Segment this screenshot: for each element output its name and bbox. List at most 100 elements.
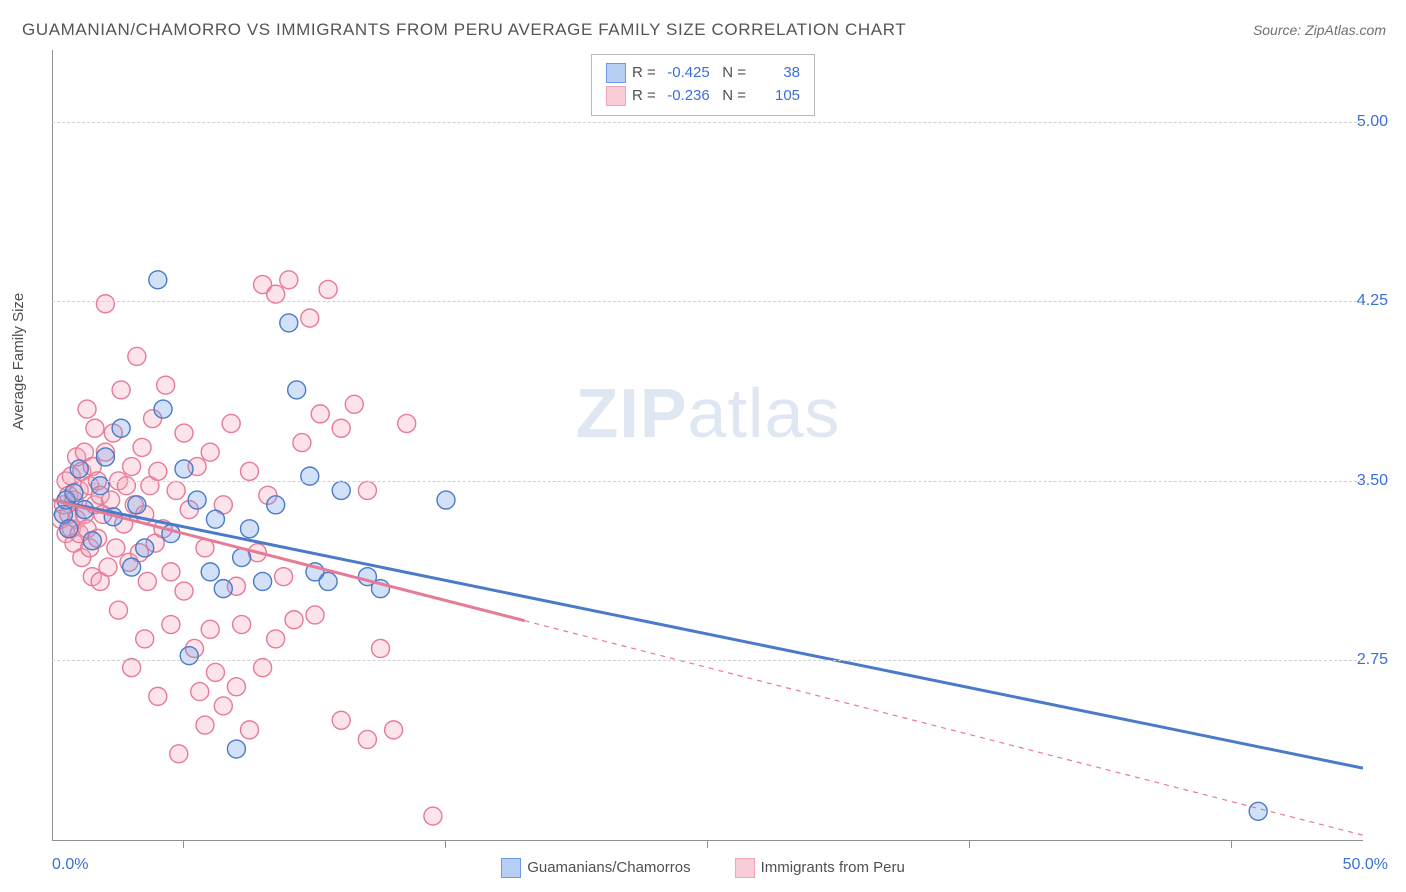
- data-point: [157, 376, 175, 394]
- data-point: [162, 563, 180, 581]
- data-point: [99, 558, 117, 576]
- data-point: [254, 572, 272, 590]
- data-point: [96, 295, 114, 313]
- data-point: [78, 400, 96, 418]
- data-point: [293, 434, 311, 452]
- data-point: [227, 740, 245, 758]
- data-point: [332, 711, 350, 729]
- data-point: [358, 730, 376, 748]
- data-point: [123, 458, 141, 476]
- data-point: [275, 568, 293, 586]
- data-point: [306, 606, 324, 624]
- data-point: [123, 558, 141, 576]
- data-point: [91, 477, 109, 495]
- data-point: [138, 572, 156, 590]
- stats-legend-box: R = -0.425 N = 38R = -0.236 N = 105: [591, 54, 815, 116]
- data-point: [149, 687, 167, 705]
- data-point: [196, 716, 214, 734]
- x-tick: [445, 840, 446, 848]
- gridline: [52, 481, 1362, 482]
- legend-item: Guamanians/Chamorros: [501, 859, 690, 876]
- data-point: [345, 395, 363, 413]
- data-point: [175, 424, 193, 442]
- source-label: Source: ZipAtlas.com: [1253, 22, 1386, 38]
- data-point: [175, 582, 193, 600]
- data-point: [83, 532, 101, 550]
- data-point: [180, 647, 198, 665]
- data-point: [311, 405, 329, 423]
- data-point: [332, 419, 350, 437]
- data-point: [86, 419, 104, 437]
- data-point: [280, 314, 298, 332]
- data-point: [149, 271, 167, 289]
- x-tick: [707, 840, 708, 848]
- data-point: [437, 491, 455, 509]
- data-point: [188, 491, 206, 509]
- legend-swatch: [606, 63, 626, 83]
- data-point: [301, 467, 319, 485]
- data-point: [285, 611, 303, 629]
- chart-title: GUAMANIAN/CHAMORRO VS IMMIGRANTS FROM PE…: [22, 20, 906, 40]
- legend-item: Immigrants from Peru: [735, 859, 905, 876]
- data-point: [136, 539, 154, 557]
- plot-area: ZIPatlas: [52, 50, 1363, 841]
- data-point: [332, 481, 350, 499]
- data-point: [206, 510, 224, 528]
- data-point: [398, 414, 416, 432]
- data-point: [241, 721, 259, 739]
- data-point: [241, 462, 259, 480]
- data-point: [175, 460, 193, 478]
- legend-swatch: [501, 858, 521, 878]
- data-point: [201, 620, 219, 638]
- data-point: [107, 539, 125, 557]
- data-point: [128, 347, 146, 365]
- gridline: [52, 122, 1362, 123]
- data-point: [70, 460, 88, 478]
- data-point: [154, 400, 172, 418]
- data-point: [280, 271, 298, 289]
- data-point: [358, 481, 376, 499]
- data-point: [1249, 802, 1267, 820]
- data-point: [319, 280, 337, 298]
- data-point: [267, 630, 285, 648]
- data-point: [162, 616, 180, 634]
- data-point: [149, 462, 167, 480]
- data-point: [136, 630, 154, 648]
- data-point: [133, 438, 151, 456]
- data-point: [112, 419, 130, 437]
- data-point: [222, 414, 240, 432]
- data-point: [319, 572, 337, 590]
- data-point: [385, 721, 403, 739]
- x-tick: [183, 840, 184, 848]
- gridline: [52, 301, 1362, 302]
- bottom-legend: Guamanians/Chamorros Immigrants from Peru: [0, 858, 1406, 878]
- x-tick: [1231, 840, 1232, 848]
- data-point: [227, 678, 245, 696]
- data-point: [60, 520, 78, 538]
- data-point: [65, 484, 83, 502]
- data-point: [96, 448, 114, 466]
- data-point: [110, 601, 128, 619]
- data-point: [170, 745, 188, 763]
- data-point: [267, 496, 285, 514]
- data-point: [233, 616, 251, 634]
- legend-swatch: [606, 86, 626, 106]
- y-axis-label: Average Family Size: [10, 293, 27, 430]
- data-point: [191, 683, 209, 701]
- data-point: [112, 381, 130, 399]
- data-point: [206, 663, 224, 681]
- data-point: [201, 443, 219, 461]
- legend-swatch: [735, 858, 755, 878]
- data-point: [117, 477, 135, 495]
- data-point: [167, 481, 185, 499]
- data-point: [288, 381, 306, 399]
- stats-row: R = -0.425 N = 38: [606, 61, 800, 84]
- data-point: [214, 580, 232, 598]
- chart-svg: [53, 50, 1363, 840]
- trend-line-extrapolated: [525, 621, 1363, 835]
- data-point: [301, 309, 319, 327]
- data-point: [372, 639, 390, 657]
- x-tick: [969, 840, 970, 848]
- data-point: [128, 496, 146, 514]
- data-point: [201, 563, 219, 581]
